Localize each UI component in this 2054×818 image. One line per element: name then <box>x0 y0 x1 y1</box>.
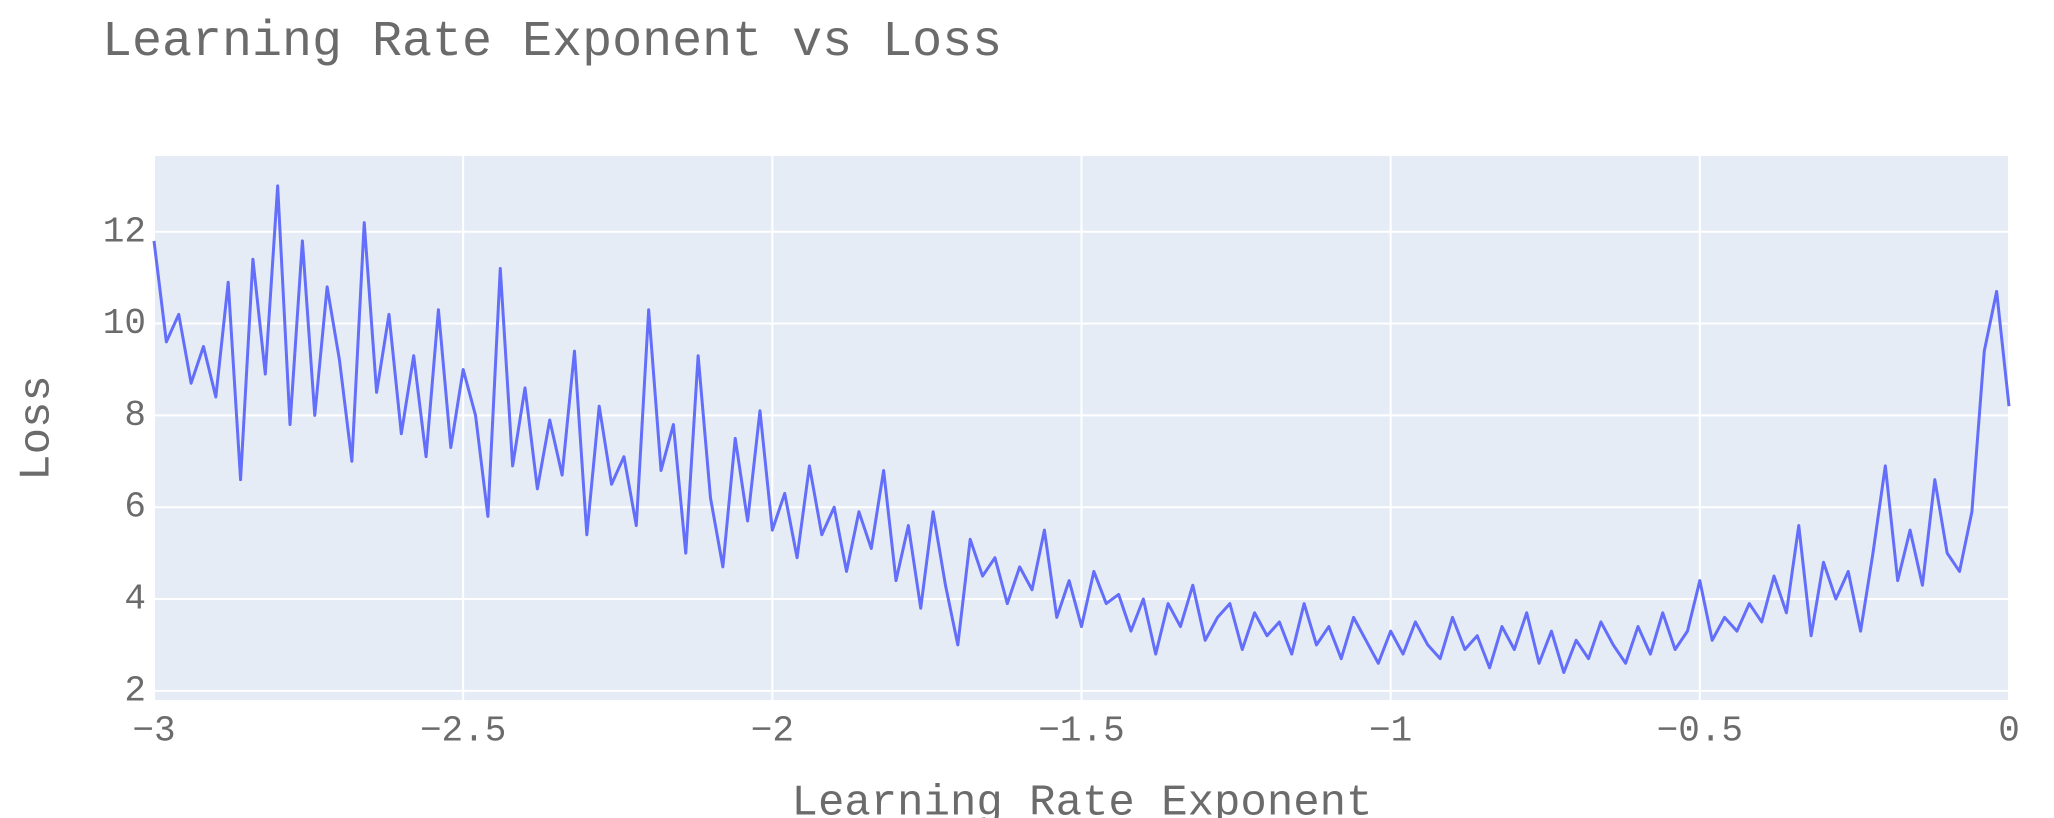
x-tick-label: −0.5 <box>1657 711 1743 752</box>
y-tick-label: 2 <box>124 670 146 711</box>
x-tick-label: −3 <box>132 711 175 752</box>
x-axis-title: Learning Rate Exponent <box>792 779 1373 818</box>
y-tick-label: 10 <box>103 303 146 344</box>
x-tick-label: −2.5 <box>420 711 506 752</box>
y-tick-label: 4 <box>124 579 146 620</box>
x-tick-label: −2 <box>751 711 794 752</box>
y-tick-label: 6 <box>124 487 146 528</box>
x-tick-label: −1.5 <box>1038 711 1124 752</box>
x-tick-label: 0 <box>1998 711 2020 752</box>
y-tick-label: 12 <box>103 211 146 252</box>
loss-line <box>152 184 2011 674</box>
x-tick-label: −1 <box>1369 711 1412 752</box>
y-axis-title: Loss <box>13 375 63 481</box>
chart-title: Learning Rate Exponent vs Loss <box>102 14 1002 71</box>
y-tick-label: 8 <box>124 395 146 436</box>
